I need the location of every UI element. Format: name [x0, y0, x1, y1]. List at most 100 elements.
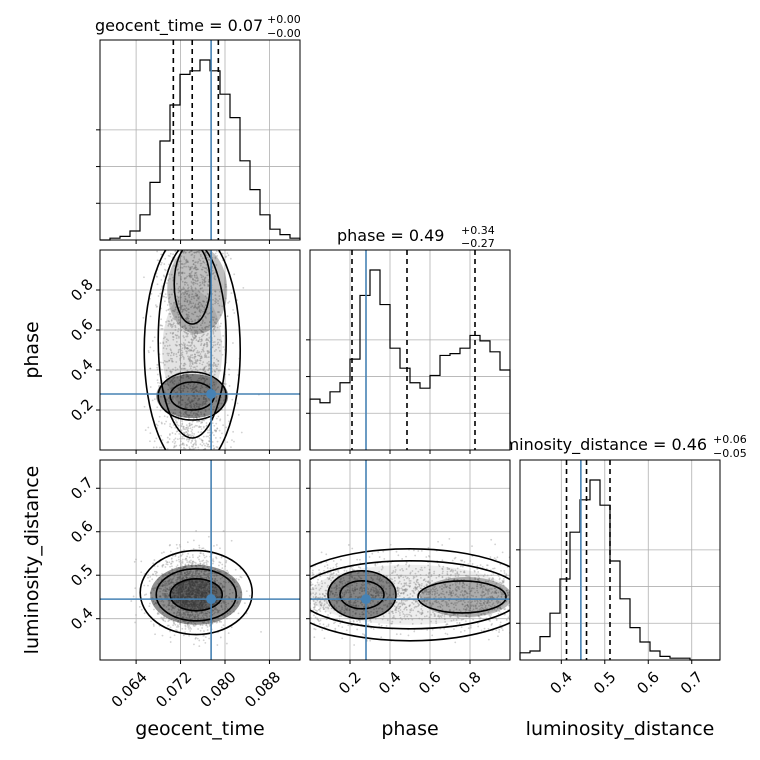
sample-point — [163, 268, 166, 271]
sample-point — [184, 295, 187, 298]
sample-point — [219, 561, 222, 564]
sample-point — [188, 603, 191, 606]
sample-point — [205, 403, 207, 406]
sample-point — [179, 437, 181, 440]
sample-point — [201, 386, 204, 389]
sample-point — [163, 363, 166, 366]
sample-point — [182, 583, 185, 586]
sample-point — [208, 431, 211, 434]
sample-point — [202, 581, 204, 584]
ytick-label-phase: 0.2 — [67, 395, 97, 425]
sample-point — [200, 599, 203, 602]
sample-point — [186, 623, 189, 625]
sample-point — [189, 367, 192, 370]
sample-point — [215, 429, 218, 432]
sample-point — [179, 359, 181, 361]
sample-point — [189, 582, 192, 584]
sample-point — [190, 306, 192, 309]
sample-point — [205, 263, 208, 266]
sample-point — [208, 336, 211, 339]
sample-point — [194, 272, 197, 274]
sample-point — [207, 351, 210, 354]
sample-point — [203, 281, 206, 284]
sample-point — [174, 441, 177, 443]
sample-point — [179, 321, 182, 324]
sample-point — [187, 261, 190, 264]
sample-point — [189, 387, 192, 390]
sample-point — [164, 590, 167, 593]
sample-point — [155, 305, 158, 308]
sample-point — [196, 586, 199, 588]
sample-point — [194, 439, 197, 442]
sample-point — [203, 415, 206, 417]
sample-point — [184, 406, 187, 409]
title-phase-upper: +0.34 — [461, 224, 495, 237]
sample-point — [167, 323, 170, 325]
sample-point — [165, 341, 168, 343]
sample-point — [184, 625, 187, 628]
sample-point — [198, 420, 201, 423]
sample-point — [170, 293, 173, 296]
sample-point — [189, 267, 192, 270]
sample-point — [168, 579, 171, 582]
sample-point — [214, 389, 217, 392]
sample-point — [168, 263, 170, 266]
sample-point — [140, 608, 143, 611]
sample-point — [215, 417, 218, 420]
sample-point — [200, 344, 202, 347]
sample-point — [177, 620, 180, 622]
sample-point — [184, 346, 187, 349]
sample-point — [207, 284, 210, 287]
sample-point — [194, 564, 197, 567]
sample-point — [198, 603, 201, 606]
sample-point — [191, 288, 194, 291]
sample-point — [493, 557, 496, 560]
sample-point — [177, 584, 180, 587]
sample-point — [173, 265, 176, 267]
sample-point — [170, 605, 172, 608]
xtick-label-luminosity_distance: 0.4 — [546, 668, 576, 698]
sample-point — [202, 586, 204, 589]
sample-point — [177, 576, 180, 579]
sample-point — [179, 440, 182, 443]
sample-point — [228, 592, 231, 595]
sample-point — [165, 596, 168, 599]
sample-point — [173, 442, 176, 445]
sample-point — [205, 399, 208, 401]
sample-point — [164, 589, 166, 592]
sample-point — [195, 416, 198, 419]
sample-point — [204, 398, 207, 400]
sample-point — [201, 439, 204, 442]
sample-point — [201, 593, 203, 596]
sample-point — [204, 584, 207, 587]
sample-point — [166, 596, 169, 599]
sample-point — [170, 318, 173, 321]
sample-point — [183, 300, 186, 302]
sample-point — [175, 340, 178, 343]
sample-point — [172, 554, 174, 557]
sample-point — [133, 560, 136, 563]
sample-point — [180, 305, 183, 308]
sample-point — [167, 324, 170, 327]
sample-point — [188, 422, 191, 425]
sample-point — [189, 626, 192, 629]
sample-point — [186, 596, 189, 599]
sample-point — [188, 556, 191, 559]
sample-point — [182, 600, 185, 603]
sample-point — [199, 357, 202, 360]
sample-point — [204, 328, 207, 330]
sample-point — [198, 575, 201, 578]
sample-point — [211, 622, 214, 625]
sample-point — [196, 637, 199, 640]
sample-point — [183, 287, 186, 290]
sample-point — [187, 358, 190, 361]
sample-point — [193, 387, 196, 389]
sample-point — [187, 399, 189, 401]
sample-point — [201, 282, 204, 285]
sample-point — [175, 618, 177, 621]
sample-point — [180, 554, 183, 557]
title-phase-lower: −0.27 — [461, 237, 495, 250]
sample-point — [188, 583, 191, 586]
sample-point — [174, 329, 177, 331]
sample-point — [201, 603, 204, 606]
